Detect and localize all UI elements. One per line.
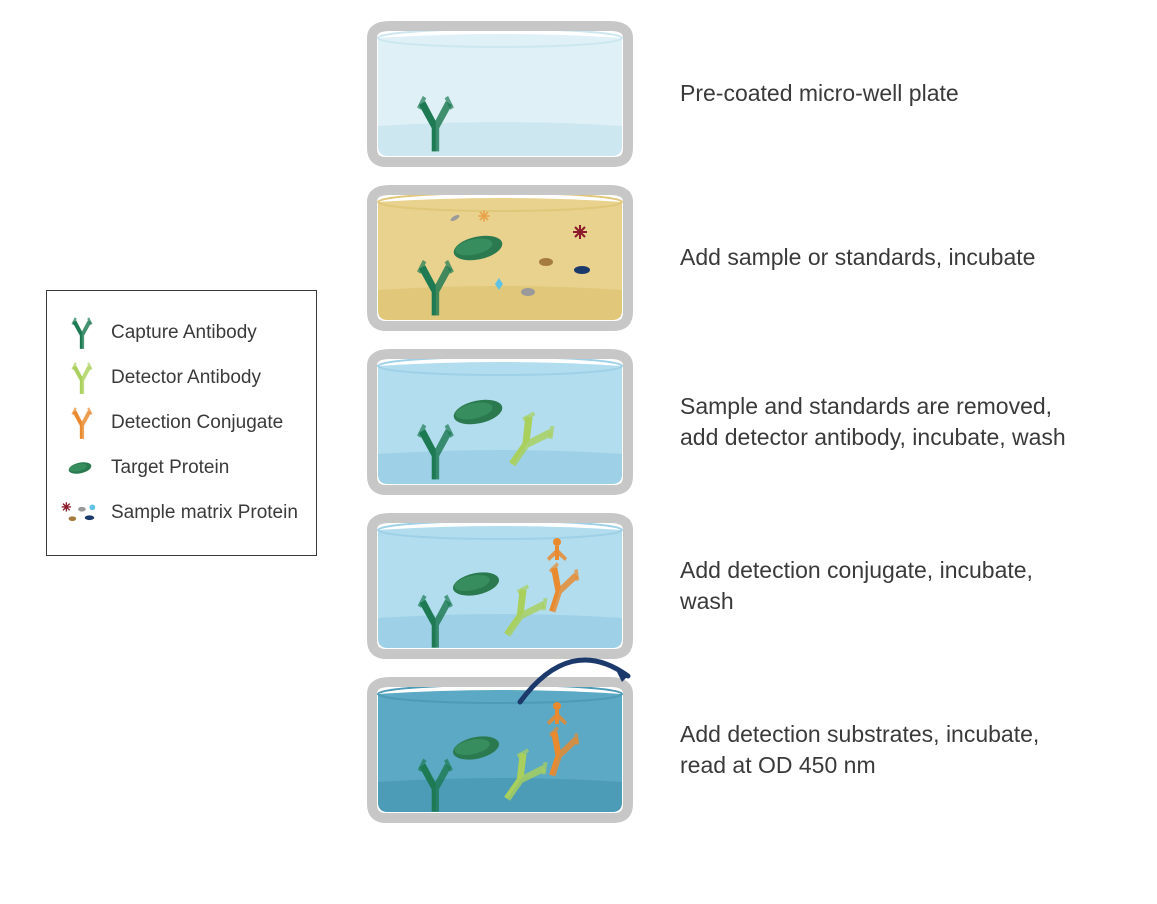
capture-antibody-icon [61,316,99,350]
step-2: Add sample or standards, incubate [360,184,1090,332]
legend-label: Target Protein [111,457,229,479]
legend-item-target-protein: Target Protein [61,451,298,485]
legend-label: Detector Antibody [111,367,261,389]
step-3: Sample and standards are removed, add de… [360,348,1090,496]
legend-item-sample-matrix-protein: Sample matrix Protein [61,496,298,530]
legend-label: Sample matrix Protein [111,502,298,524]
steps-column: Pre-coated micro-well plate Add sample o… [360,20,1090,840]
legend-box: Capture Antibody Detector Antibody Detec… [46,290,317,556]
well-step-1 [360,20,640,168]
step-5: Add detection substrates, incubate, read… [360,676,1090,824]
detector-antibody-icon [61,361,99,395]
legend-label: Capture Antibody [111,322,257,344]
step-1: Pre-coated micro-well plate [360,20,1090,168]
detection-conjugate-icon [61,406,99,440]
step-text-3: Sample and standards are removed, add de… [680,391,1090,453]
legend-item-capture-antibody: Capture Antibody [61,316,298,350]
step-4: Add detection conjugate, incubate, wash [360,512,1090,660]
sample-matrix-protein-icon [61,496,99,530]
target-protein-icon [61,451,99,485]
legend-item-detection-conjugate: Detection Conjugate [61,406,298,440]
legend-item-detector-antibody: Detector Antibody [61,361,298,395]
step-text-2: Add sample or standards, incubate [680,242,1035,273]
step-text-4: Add detection conjugate, incubate, wash [680,555,1090,617]
step-text-5: Add detection substrates, incubate, read… [680,719,1090,781]
well-step-4 [360,512,640,660]
well-step-3 [360,348,640,496]
well-step-5 [360,676,640,824]
step-text-1: Pre-coated micro-well plate [680,78,959,109]
well-step-2 [360,184,640,332]
legend-label: Detection Conjugate [111,412,283,434]
